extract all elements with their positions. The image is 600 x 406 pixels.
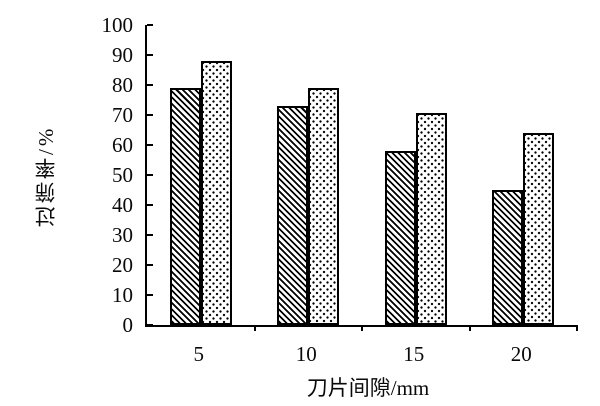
bar-hatched-bars-5mm	[169, 88, 201, 325]
y-tick-mark-100	[147, 24, 153, 26]
y-tick-mark-10	[147, 294, 153, 296]
y-tick-mark-30	[147, 234, 153, 236]
plot-area	[145, 24, 578, 331]
y-tick-mark-0	[147, 324, 153, 326]
y-tick-label-0: 0	[122, 313, 134, 337]
x-tick-mark-4	[576, 325, 578, 331]
y-tick-label-80: 80	[112, 73, 133, 97]
x-tick-label-5: 5	[193, 342, 205, 366]
x-tick-label-20: 20	[510, 342, 532, 366]
y-tick-mark-50	[147, 174, 153, 176]
y-tick-label-70: 70	[112, 103, 133, 127]
y-tick-label-60: 60	[112, 133, 133, 157]
y-tick-mark-90	[147, 54, 153, 56]
y-tick-label-40: 40	[112, 193, 133, 217]
bar-hatched-bars-20mm	[492, 190, 524, 325]
x-axis-title: 刀片间隙/mm	[306, 376, 430, 400]
x-tick-label-15: 15	[403, 342, 425, 366]
y-tick-mark-70	[147, 114, 153, 116]
y-tick-mark-60	[147, 144, 153, 146]
bar-dotted-bars-10mm	[308, 88, 340, 325]
bar-hatched-bars-10mm	[277, 106, 309, 325]
y-tick-label-90: 90	[112, 43, 133, 67]
y-tick-mark-80	[147, 84, 153, 86]
y-tick-label-50: 50	[112, 163, 133, 187]
y-tick-label-10: 10	[112, 283, 133, 307]
y-tick-mark-40	[147, 204, 153, 206]
bar-dotted-bars-5mm	[200, 61, 232, 325]
bar-dotted-bars-15mm	[415, 113, 447, 325]
y-tick-label-100: 100	[101, 13, 134, 37]
bar-dotted-bars-20mm	[523, 133, 555, 325]
bar-hatched-bars-15mm	[384, 151, 416, 325]
x-tick-mark-2	[361, 325, 363, 331]
y-tick-mark-20	[147, 264, 153, 266]
x-tick-mark-3	[468, 325, 471, 331]
y-tick-label-30: 30	[112, 223, 133, 247]
x-tick-mark-1	[253, 325, 256, 331]
x-tick-label-10: 10	[295, 342, 317, 366]
y-tick-label-20: 20	[112, 253, 133, 277]
